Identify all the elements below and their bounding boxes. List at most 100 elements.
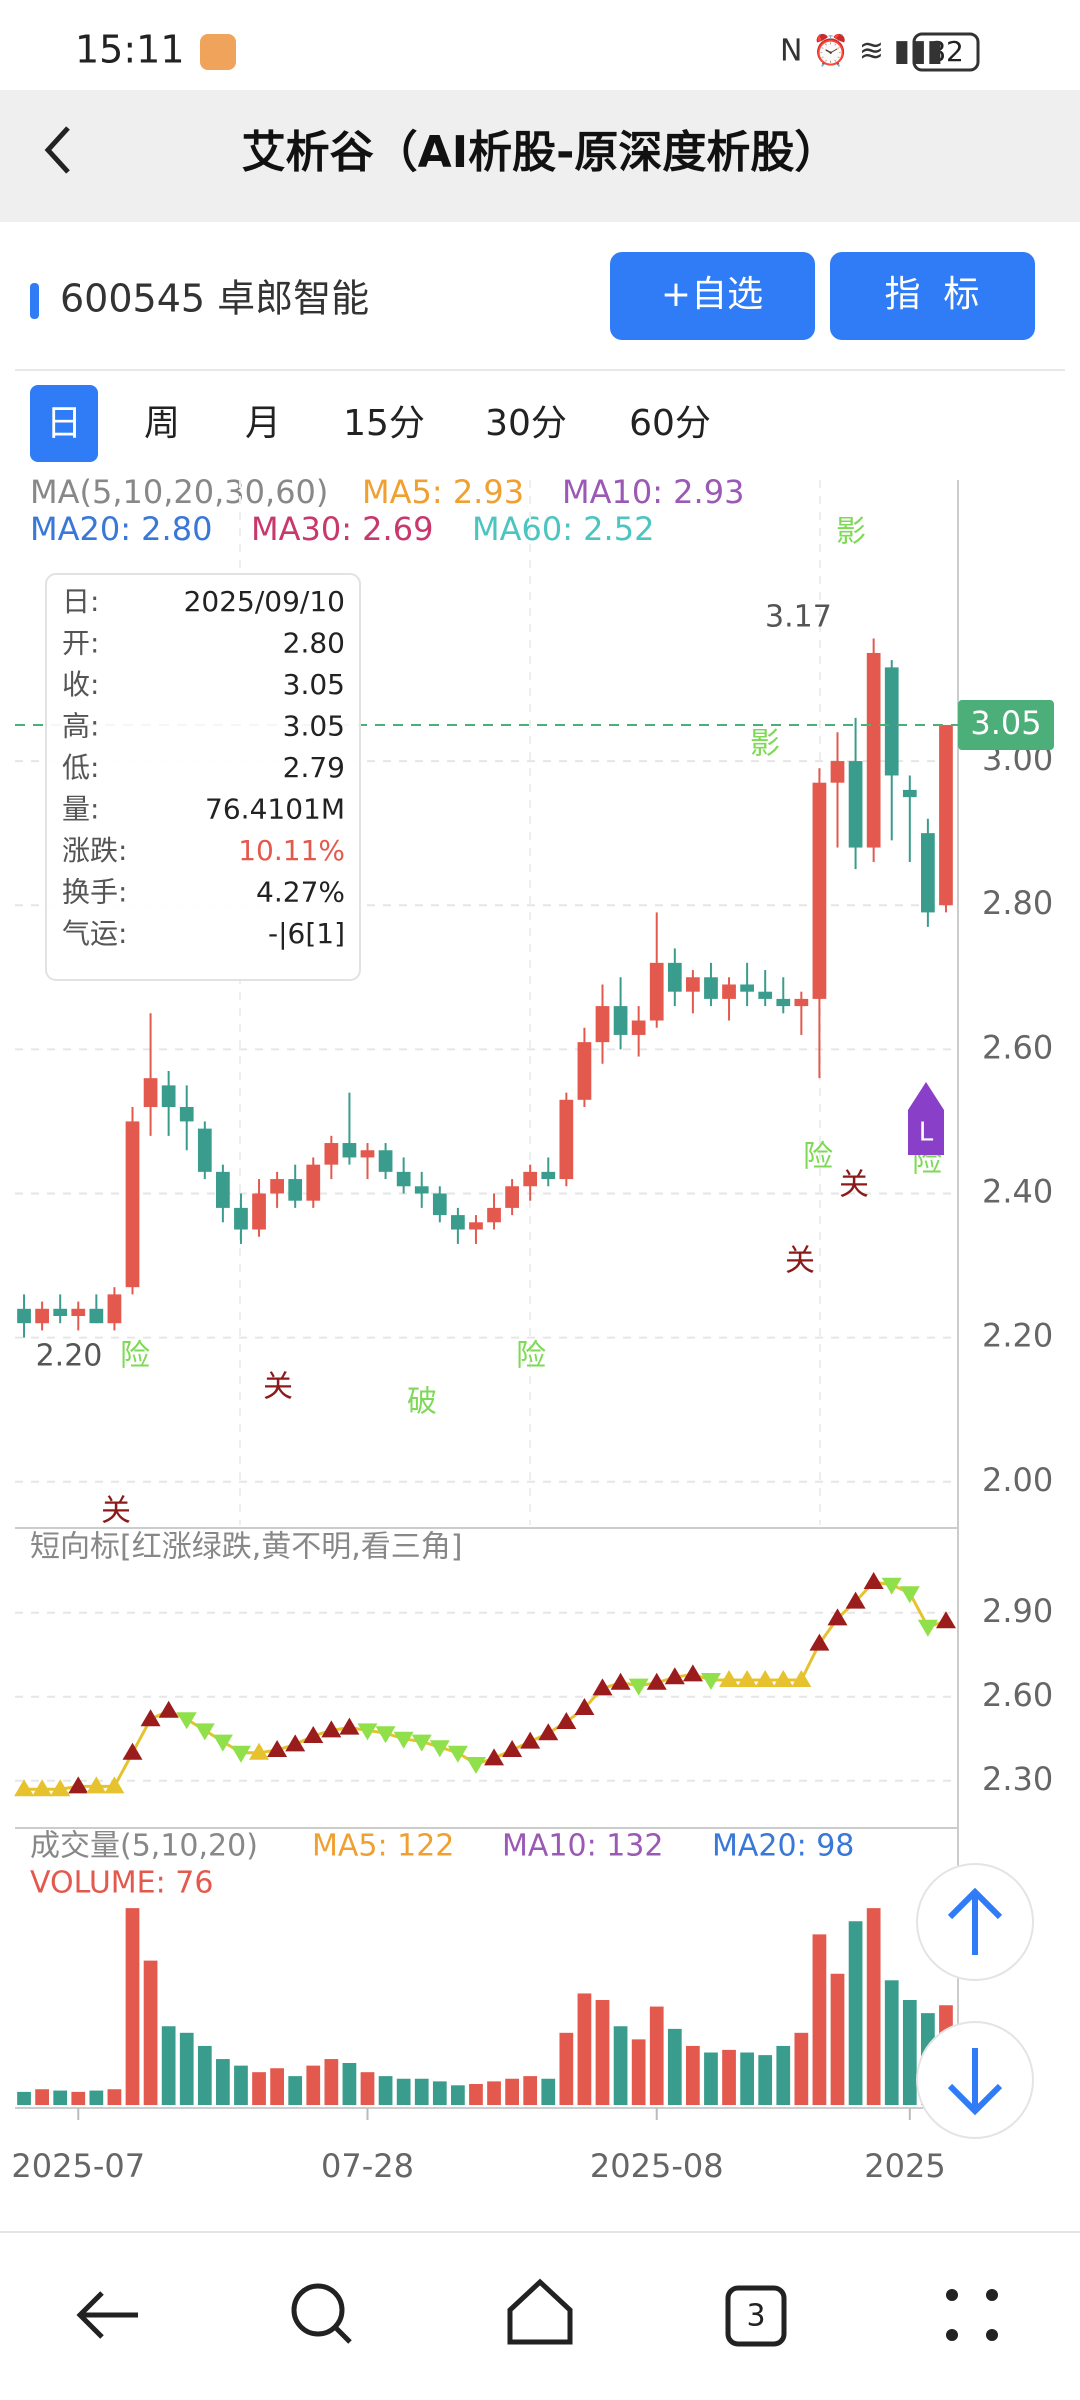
candle-body [35, 1308, 49, 1324]
indicator-marker [592, 1678, 613, 1696]
nav-tabs[interactable] [725, 2285, 787, 2347]
y-tick-label: 2.00 [982, 1461, 1053, 1499]
tab[interactable]: 30分 [485, 403, 567, 444]
x-tick-label: 07-28 [321, 2147, 414, 2185]
volume-bar [396, 2078, 411, 2105]
up-arrow [947, 1887, 1003, 1955]
volume-bar [451, 2085, 465, 2105]
volume-bar [487, 2081, 501, 2105]
volume-bar [541, 2078, 556, 2105]
price-tag [958, 700, 1054, 751]
indicator-marker [484, 1748, 505, 1766]
tab[interactable]: 60分 [629, 403, 711, 444]
indicator-marker [899, 1586, 920, 1604]
volume-bar [613, 2026, 628, 2105]
x-tick-label: 2025 [864, 2147, 945, 2185]
volume-bar [667, 2028, 682, 2105]
info-label: 低: [62, 751, 99, 784]
annotation: 险 [803, 1140, 833, 1175]
nav-home[interactable] [507, 2278, 573, 2345]
price-tag-label: 3.05 [970, 704, 1041, 742]
indicator-marker [267, 1740, 288, 1757]
candle-body [758, 991, 773, 999]
candle-body [939, 725, 953, 906]
volume-bar [740, 2052, 754, 2105]
nav-back[interactable] [76, 2291, 138, 2339]
volume-bar [595, 2000, 610, 2105]
indicator-line [24, 1580, 947, 1791]
annotations: 3.17 影 影 险 关 关 破 险 关 险 关 险 2.20 L [36, 515, 944, 1529]
volume-bar [776, 2045, 791, 2105]
indicator-marker [285, 1734, 306, 1752]
indicator-marker [194, 1723, 215, 1741]
volume-bar [414, 2078, 429, 2105]
volume-bar [125, 1908, 140, 2105]
volume-bar [848, 1921, 863, 2105]
volume-bar [216, 2059, 230, 2105]
indicator-marker [411, 1734, 432, 1752]
watchlist-button[interactable] [610, 252, 815, 340]
tab[interactable]: 月 [245, 403, 281, 444]
volume-bar [35, 2089, 49, 2105]
x-tick-label: 2025-08 [590, 2147, 724, 2185]
battery-level: 82 [928, 35, 964, 68]
panel-title: 短向标[红涨绿跌,黄不明,看三角] [30, 1530, 462, 1565]
candle-body [631, 1020, 646, 1035]
info-label: 日: [62, 585, 99, 618]
candle-body [577, 1042, 592, 1100]
down-arrow [947, 2048, 1003, 2116]
header-bar [0, 90, 1080, 222]
indicator-marker [357, 1723, 378, 1741]
candle-body [866, 652, 881, 848]
candle-body [667, 962, 682, 992]
indicator-marker [50, 1779, 71, 1797]
ma-legend: MA5: 2.93 [362, 473, 524, 511]
candle-body [812, 782, 827, 999]
info-label: 气运: [62, 917, 127, 950]
volume-bar [722, 2049, 736, 2105]
volume-bar [179, 2032, 194, 2105]
nav-search[interactable] [291, 2283, 345, 2337]
candle-body [197, 1128, 212, 1172]
tab-active[interactable] [30, 385, 98, 462]
annotation: 关 [785, 1244, 815, 1279]
ma-legend: MA10: 2.93 [562, 473, 744, 511]
volume-bar [378, 2076, 393, 2105]
indicator-marker [339, 1717, 360, 1735]
candle-body [89, 1308, 104, 1324]
candle-body [125, 1121, 140, 1288]
volume-bar [884, 1980, 899, 2105]
indicator-marker [574, 1698, 595, 1715]
volume-bar [306, 2065, 321, 2105]
candle-body [161, 1085, 176, 1107]
indicator-marker [700, 1673, 721, 1690]
indicator-marker [140, 1709, 161, 1727]
indicator-button[interactable] [830, 252, 1035, 340]
annotation: 影 [836, 515, 866, 550]
x-tick-label: 2025-07 [11, 2147, 145, 2185]
tab[interactable]: 日 [46, 403, 82, 444]
info-value: 76.4101M [205, 793, 345, 826]
candle-body [487, 1207, 501, 1223]
indicator-marker [32, 1779, 53, 1797]
candle-body [324, 1143, 339, 1165]
info-value: 3.05 [283, 668, 345, 701]
tab[interactable]: 15分 [343, 403, 425, 444]
indicator-marker [881, 1577, 902, 1595]
info-label: 开: [62, 627, 99, 660]
back-button[interactable] [44, 126, 70, 174]
indicator-marker [664, 1667, 685, 1685]
annotation: 3.17 [765, 600, 832, 635]
y-tick-label: 2.90 [982, 1592, 1053, 1630]
indicator-marker [447, 1745, 468, 1763]
status-icons: N ⏰ ≋ ▮▮▮ [780, 32, 943, 69]
candle-body [794, 998, 809, 1007]
ma-legend: MA(5,10,20,30,60) [30, 473, 328, 511]
nav-menu[interactable] [946, 2289, 998, 2341]
tab[interactable]: 周 [144, 403, 180, 444]
candle-body [414, 1186, 429, 1194]
indicator-marker [393, 1731, 414, 1749]
indicator-marker [303, 1726, 324, 1743]
indicator-marker [14, 1779, 35, 1797]
